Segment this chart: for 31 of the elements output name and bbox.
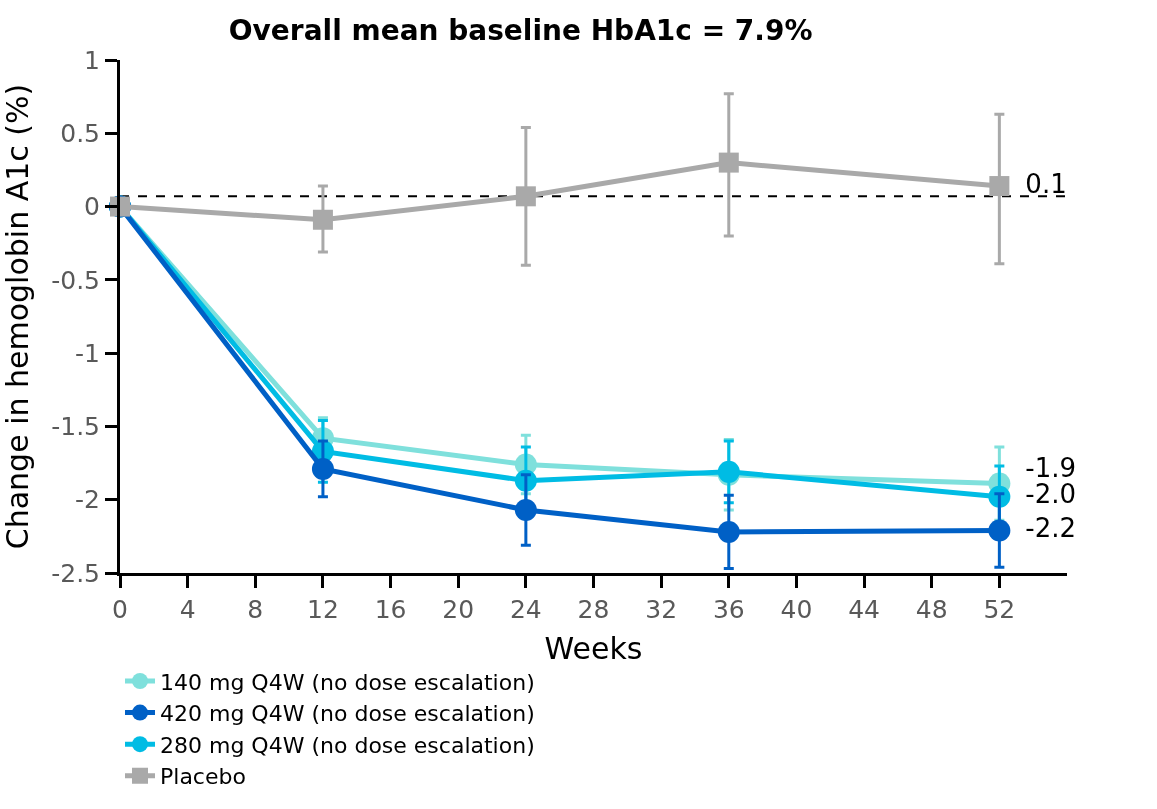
y-tick-label: -0.5 [51,265,100,295]
x-tick-label: 40 [780,595,813,624]
x-tick-label: 28 [577,595,610,624]
legend-label: 140 mg Q4W (no dose escalation) [160,669,535,695]
x-tick-label: 36 [712,595,745,624]
x-tick-label: 8 [247,595,264,624]
x-tick-label: 32 [645,595,678,624]
legend-label: Placebo [160,764,246,790]
x-tick-label: 20 [442,595,475,624]
x-tick-label: 16 [374,595,407,624]
x-tick-label: 4 [179,595,196,624]
y-tick-label: 0 [84,192,100,222]
y-tick-label: -1 [75,338,100,368]
chart-title: Overall mean baseline HbA1c = 7.9% [228,13,813,47]
x-tick-label: 52 [983,595,1016,624]
y-tick-label: -2 [75,485,100,515]
y-tick-label: 0.5 [60,119,100,149]
y-tick-label: -2.5 [51,558,100,588]
legend-label: 280 mg Q4W (no dose escalation) [160,732,535,758]
y-tick-label: 1 [84,45,100,75]
x-tick-label: 0 [112,595,128,624]
data-label: -2.2 [999,512,1077,543]
x-tick-label: 44 [848,595,880,624]
data-label: 0.1 [999,168,1067,199]
x-tick-label: 12 [307,595,339,624]
y-axis-title: Change in hemoglobin A1c (%) [0,83,35,550]
x-axis-title: Weeks [544,630,643,666]
x-tick-label: 24 [509,595,542,624]
legend-label: 420 mg Q4W (no dose escalation) [160,701,535,727]
x-tick-label: 48 [915,595,948,624]
y-tick-label: -1.5 [51,412,100,442]
